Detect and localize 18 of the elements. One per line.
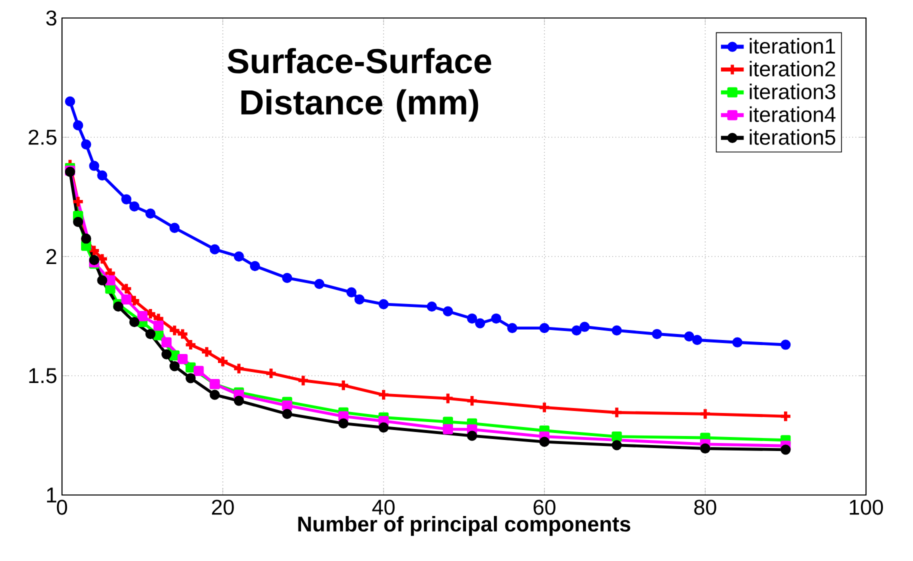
y-tick-label: 2 xyxy=(46,249,56,264)
legend-label: iteration1 xyxy=(750,38,836,54)
legend-label: iteration5 xyxy=(750,129,836,145)
legend-label: iteration3 xyxy=(750,84,836,100)
x-tick-label: 40 xyxy=(372,500,395,515)
legend-label: iteration4 xyxy=(750,106,836,122)
y-tick-label: 1.5 xyxy=(29,368,56,384)
x-tick-label: 60 xyxy=(534,500,556,515)
legend-label: iteration2 xyxy=(750,60,836,76)
x-axis-title: Number of principal components xyxy=(298,516,630,536)
x-tick-label: 0 xyxy=(56,500,68,515)
x-tick-label: 100 xyxy=(850,500,883,515)
y-tick-label: 1 xyxy=(47,488,56,502)
y-tick-label: 2.5 xyxy=(28,130,56,145)
text: Surface-Surface Distance (mm) xyxy=(228,48,492,122)
x-tick-label: 20 xyxy=(212,500,234,515)
y-tick-label: 3 xyxy=(46,10,56,26)
x-tick-label: 80 xyxy=(694,500,716,515)
